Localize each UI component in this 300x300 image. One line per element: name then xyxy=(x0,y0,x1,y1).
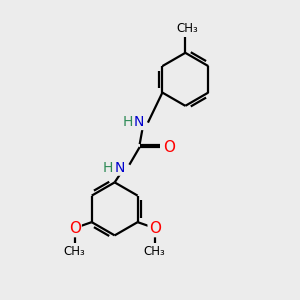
Text: N: N xyxy=(134,115,144,129)
Text: CH₃: CH₃ xyxy=(144,245,166,258)
Text: CH₃: CH₃ xyxy=(176,22,198,35)
Text: O: O xyxy=(69,221,81,236)
Text: H: H xyxy=(103,161,113,175)
Text: O: O xyxy=(149,221,161,236)
Text: H: H xyxy=(122,115,133,129)
Text: O: O xyxy=(163,140,175,154)
Text: N: N xyxy=(115,161,125,175)
Text: CH₃: CH₃ xyxy=(64,245,86,258)
